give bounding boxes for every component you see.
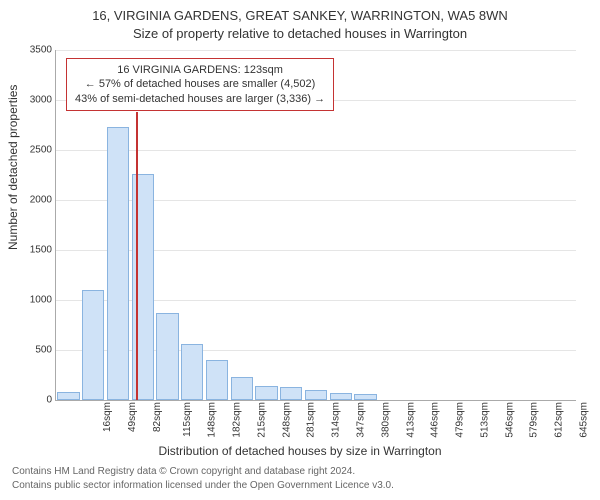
y-tick-label: 2500 [30, 145, 52, 156]
y-tick-label: 1500 [30, 245, 52, 256]
title-line-2: Size of property relative to detached ho… [0, 26, 600, 41]
annotation-line-1: 16 VIRGINIA GARDENS: 123sqm [75, 63, 325, 77]
x-tick-label: 645sqm [578, 402, 589, 438]
histogram-bar [132, 174, 154, 400]
x-tick-label: 314sqm [331, 402, 342, 438]
histogram-bar [82, 290, 104, 400]
x-tick-label: 49sqm [127, 402, 138, 432]
x-axis-label: Distribution of detached houses by size … [0, 444, 600, 458]
histogram-bar [280, 387, 302, 400]
x-tick-label: 16sqm [102, 402, 113, 432]
footnote-2: Contains public sector information licen… [12, 480, 394, 491]
y-tick-label: 2000 [30, 195, 52, 206]
histogram-bar [330, 393, 352, 400]
footnote-1: Contains HM Land Registry data © Crown c… [12, 466, 355, 477]
x-tick-label: 281sqm [306, 402, 317, 438]
x-tick-label: 546sqm [504, 402, 515, 438]
y-tick-label: 1000 [30, 295, 52, 306]
x-tick-label: 446sqm [430, 402, 441, 438]
marker-line [136, 112, 138, 400]
x-tick-label: 148sqm [207, 402, 218, 438]
chart-plot-area: 050010001500200025003000350016sqm49sqm82… [55, 50, 576, 401]
x-tick-label: 182sqm [232, 402, 243, 438]
histogram-bar [156, 313, 178, 400]
y-tick-label: 0 [46, 395, 52, 406]
x-tick-label: 413sqm [405, 402, 416, 438]
x-tick-label: 215sqm [257, 402, 268, 438]
x-tick-label: 347sqm [356, 402, 367, 438]
histogram-bar [231, 377, 253, 400]
x-tick-label: 248sqm [281, 402, 292, 438]
annotation-box: 16 VIRGINIA GARDENS: 123sqm ← 57% of det… [66, 58, 334, 111]
title-line-1: 16, VIRGINIA GARDENS, GREAT SANKEY, WARR… [0, 8, 600, 23]
histogram-bar [255, 386, 277, 400]
grid-line [56, 50, 576, 51]
y-tick-label: 500 [35, 345, 52, 356]
y-tick-label: 3500 [30, 45, 52, 56]
histogram-bar [206, 360, 228, 400]
x-tick-label: 579sqm [529, 402, 540, 438]
x-tick-label: 380sqm [380, 402, 391, 438]
x-tick-label: 479sqm [455, 402, 466, 438]
annotation-line-3: 43% of semi-detached houses are larger (… [75, 92, 325, 106]
histogram-bar [57, 392, 79, 400]
x-tick-label: 82sqm [152, 402, 163, 432]
histogram-bar [305, 390, 327, 400]
histogram-bar [354, 394, 376, 400]
y-tick-label: 3000 [30, 95, 52, 106]
histogram-bar [107, 127, 129, 400]
x-tick-label: 513sqm [479, 402, 490, 438]
x-tick-label: 612sqm [554, 402, 565, 438]
grid-line [56, 150, 576, 151]
y-axis-label: Number of detached properties [6, 85, 20, 250]
x-tick-label: 115sqm [182, 402, 193, 437]
annotation-line-2: ← 57% of detached houses are smaller (4,… [75, 77, 325, 91]
histogram-bar [181, 344, 203, 400]
